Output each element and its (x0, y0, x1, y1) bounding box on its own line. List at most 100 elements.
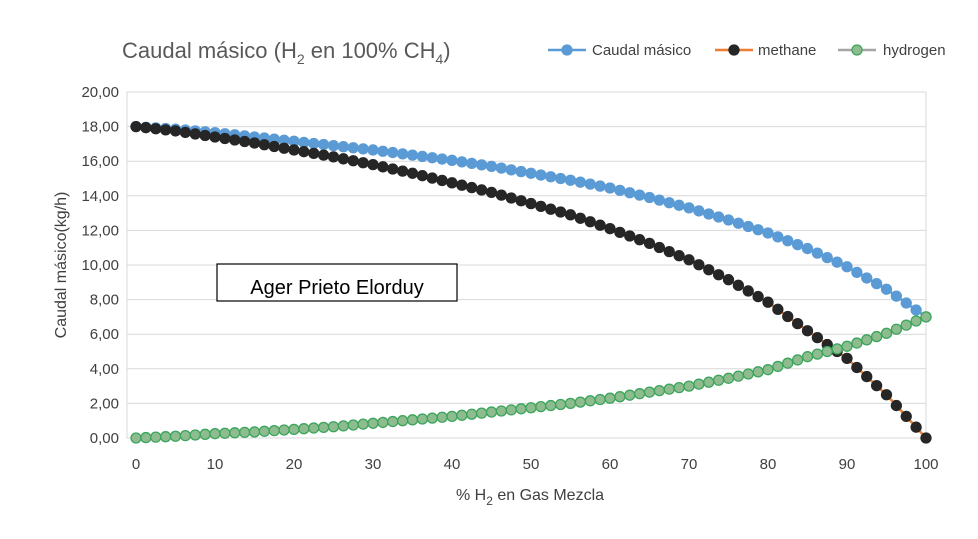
chart-title-sub2: 4 (436, 51, 444, 67)
data-point (594, 219, 606, 231)
data-point (574, 396, 587, 408)
data-point (229, 427, 241, 439)
data-point (150, 123, 162, 135)
data-point (199, 129, 211, 142)
data-point (653, 194, 666, 206)
data-point (821, 345, 833, 358)
data-point (732, 370, 745, 382)
data-point (584, 395, 596, 407)
data-point (851, 266, 863, 279)
data-point (258, 139, 271, 151)
data-point (801, 325, 814, 337)
data-point (545, 399, 557, 412)
data-point (535, 400, 547, 413)
data-point (683, 254, 695, 266)
data-point (841, 340, 853, 352)
data-point (416, 170, 429, 182)
data-point (861, 370, 873, 383)
data-point (920, 432, 932, 444)
data-point (564, 397, 577, 410)
data-point (406, 149, 419, 161)
legend-item: Caudal másico (548, 42, 691, 59)
data-point (633, 189, 646, 201)
data-point (663, 245, 675, 258)
data-point (298, 136, 310, 149)
data-point (347, 155, 359, 167)
x-tick-label: 40 (444, 456, 461, 473)
data-point (357, 157, 369, 169)
data-point (890, 399, 903, 412)
data-point (248, 426, 261, 438)
data-point (446, 154, 458, 166)
annotation-box: Ager Prieto Elorduy (216, 263, 458, 302)
data-point (189, 429, 201, 441)
x-tick-label: 90 (839, 456, 856, 473)
x-tick-label: 10 (207, 456, 224, 473)
data-point (831, 256, 843, 268)
data-point (594, 393, 606, 406)
data-point (712, 374, 725, 386)
data-point (308, 147, 320, 160)
data-point (624, 230, 636, 242)
legend-marker (561, 44, 573, 56)
series-layer (130, 120, 932, 444)
data-point (624, 187, 636, 199)
data-point (357, 143, 369, 155)
data-point (624, 389, 636, 401)
data-point (426, 172, 438, 184)
data-point (535, 169, 547, 181)
data-point (712, 269, 725, 281)
data-point (870, 277, 883, 290)
data-point (772, 231, 784, 243)
data-point (406, 167, 419, 179)
data-point (238, 426, 251, 439)
data-point (495, 189, 508, 201)
data-point (446, 410, 458, 423)
x-tick-label: 80 (760, 456, 777, 473)
data-point (732, 217, 745, 229)
data-point (406, 414, 419, 426)
data-point (377, 161, 389, 173)
data-point (742, 220, 754, 233)
data-point (663, 197, 675, 209)
data-point (643, 386, 656, 398)
data-point (377, 416, 389, 429)
data-point (337, 153, 350, 165)
data-point (594, 180, 606, 192)
data-point (782, 310, 794, 323)
data-point (367, 144, 379, 156)
x-tick-label: 70 (681, 456, 698, 473)
y-tick-label: 10,00 (81, 257, 119, 274)
data-point (703, 376, 715, 388)
data-point (436, 153, 448, 165)
data-point (732, 279, 745, 291)
data-point (308, 137, 320, 150)
data-point (722, 274, 735, 286)
data-point (248, 137, 261, 149)
data-point (554, 172, 567, 185)
data-point (505, 404, 517, 416)
y-tick-label: 6,00 (90, 326, 119, 343)
gridlines (127, 91, 926, 439)
annotation-text: Ager Prieto Elorduy (250, 277, 423, 299)
data-point (841, 352, 853, 365)
data-point (841, 261, 853, 273)
data-point (614, 226, 626, 238)
data-point (337, 141, 350, 153)
data-point (890, 290, 903, 302)
data-point (298, 146, 310, 158)
data-point (317, 149, 330, 161)
data-point (357, 418, 369, 430)
data-point (337, 420, 350, 432)
data-point (387, 163, 399, 175)
data-point (683, 380, 695, 392)
data-point (683, 202, 695, 214)
data-point (416, 150, 429, 163)
y-tick-label: 18,00 (81, 119, 119, 136)
data-point (880, 327, 893, 339)
data-point (436, 411, 448, 423)
data-point (288, 423, 300, 436)
data-point (466, 157, 478, 170)
data-point (505, 192, 517, 204)
data-point (278, 424, 290, 436)
